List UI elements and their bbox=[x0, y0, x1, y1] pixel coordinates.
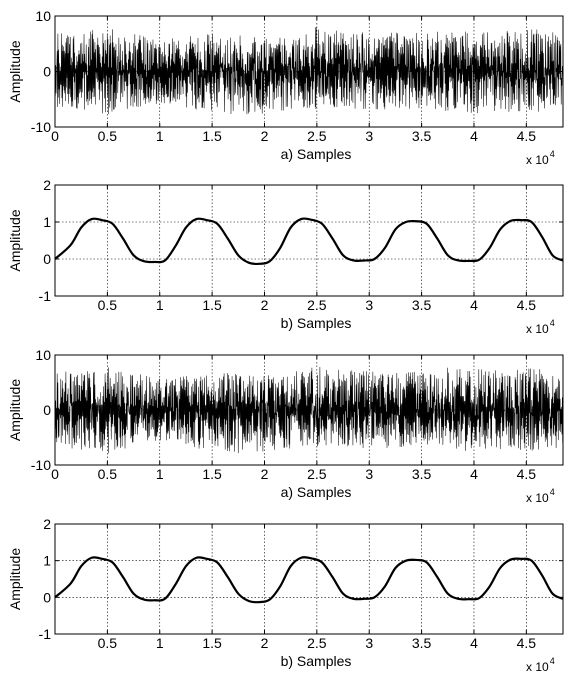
axes-frame bbox=[54, 184, 564, 297]
x-axis-label: a) Samples bbox=[281, 146, 352, 162]
x-tick-label: 3 bbox=[365, 297, 373, 313]
x-tick-label: 3 bbox=[365, 466, 373, 482]
x-axis-label: b) Samples bbox=[281, 653, 352, 669]
x-tick-label: 4.5 bbox=[517, 128, 537, 144]
x-tick-label: 0 bbox=[51, 128, 59, 144]
y-tick-label: 1 bbox=[43, 214, 51, 230]
y-axis-label: Amplitude bbox=[7, 40, 23, 102]
x-tick-label: 2 bbox=[261, 128, 269, 144]
x-tick-label: 1.5 bbox=[202, 297, 222, 313]
x-tick-label: 1 bbox=[156, 297, 164, 313]
x-axis-multiplier-exponent: 4 bbox=[550, 149, 555, 159]
x-axis-label: b) Samples bbox=[281, 315, 352, 331]
x-tick-label: 3.5 bbox=[412, 297, 432, 313]
panel-4: 0.5 1 1.5 2 2.5 3 3.5 4 4.5 -1 0 1 2 b) Samples x 104 A… bbox=[7, 516, 564, 674]
x-tick-label: 4.5 bbox=[517, 297, 537, 313]
x-tick-label: 2 bbox=[261, 635, 269, 651]
x-tick-label: 0.5 bbox=[98, 297, 118, 313]
x-tick-label: 2.5 bbox=[307, 466, 327, 482]
y-tick-label: -10 bbox=[31, 119, 51, 135]
x-tick-label: 3.5 bbox=[412, 635, 432, 651]
y-tick-label: 1 bbox=[43, 553, 51, 569]
x-axis-multiplier: x 104 bbox=[526, 656, 555, 674]
x-axis-multiplier: x 104 bbox=[526, 318, 555, 336]
x-tick-label: 0.5 bbox=[98, 635, 118, 651]
panel-2: 0.5 1 1.5 2 2.5 3 3.5 4 4.5 -1 0 1 2 b) Samples x 104 A… bbox=[7, 177, 564, 336]
x-tick-label: 3 bbox=[365, 635, 373, 651]
x-tick-label: 3.5 bbox=[412, 128, 432, 144]
x-tick-label: 2.5 bbox=[307, 297, 327, 313]
x-tick-label: 4 bbox=[470, 297, 478, 313]
x-tick-label: 1 bbox=[156, 635, 164, 651]
y-axis-label: Amplitude bbox=[7, 548, 23, 610]
x-axis-multiplier-exponent: 4 bbox=[550, 656, 555, 666]
x-tick-label: 4 bbox=[470, 635, 478, 651]
y-axis-label: Amplitude bbox=[7, 379, 23, 441]
noise-signal-line bbox=[54, 366, 564, 454]
x-axis-label: a) Samples bbox=[281, 484, 352, 500]
x-tick-label: 0 bbox=[51, 466, 59, 482]
smooth-signal-line bbox=[54, 556, 564, 604]
x-tick-label: 4.5 bbox=[517, 466, 537, 482]
x-tick-label: 1.5 bbox=[202, 128, 222, 144]
x-tick-label: 2.5 bbox=[307, 128, 327, 144]
x-tick-label: 2.5 bbox=[307, 635, 327, 651]
x-tick-label: 2 bbox=[261, 297, 269, 313]
noise-signal-line bbox=[54, 27, 564, 115]
x-axis-multiplier: x 104 bbox=[526, 149, 555, 167]
x-tick-label: 4 bbox=[470, 128, 478, 144]
x-tick-label: 0.5 bbox=[98, 466, 118, 482]
x-axis-multiplier-exponent: 4 bbox=[550, 487, 555, 497]
x-tick-label: 0.5 bbox=[98, 128, 118, 144]
x-tick-label: 1 bbox=[156, 128, 164, 144]
axes-frame bbox=[54, 523, 564, 635]
x-tick-label: 1 bbox=[156, 466, 164, 482]
smooth-signal-line bbox=[54, 217, 564, 266]
x-tick-label: 1.5 bbox=[202, 635, 222, 651]
x-tick-label: 3 bbox=[365, 128, 373, 144]
y-tick-label: 0 bbox=[43, 251, 51, 267]
x-tick-label: 1.5 bbox=[202, 466, 222, 482]
y-axis-label: Amplitude bbox=[7, 209, 23, 271]
x-tick-label: 4.5 bbox=[517, 635, 537, 651]
y-tick-label: 2 bbox=[43, 516, 51, 532]
x-axis-multiplier-exponent: 4 bbox=[550, 318, 555, 328]
y-tick-label: -1 bbox=[39, 288, 52, 304]
y-tick-label: -10 bbox=[31, 457, 51, 473]
y-tick-label: 2 bbox=[43, 177, 51, 193]
y-tick-label: 10 bbox=[35, 8, 51, 24]
y-tick-label: -1 bbox=[39, 626, 52, 642]
y-tick-label: 0 bbox=[43, 402, 51, 418]
x-tick-label: 2 bbox=[261, 466, 269, 482]
x-axis-multiplier: x 104 bbox=[526, 487, 555, 505]
y-tick-label: 0 bbox=[43, 64, 51, 80]
x-tick-label: 4 bbox=[470, 466, 478, 482]
y-tick-label: 0 bbox=[43, 589, 51, 605]
y-tick-label: 10 bbox=[35, 347, 51, 363]
x-tick-label: 3.5 bbox=[412, 466, 432, 482]
